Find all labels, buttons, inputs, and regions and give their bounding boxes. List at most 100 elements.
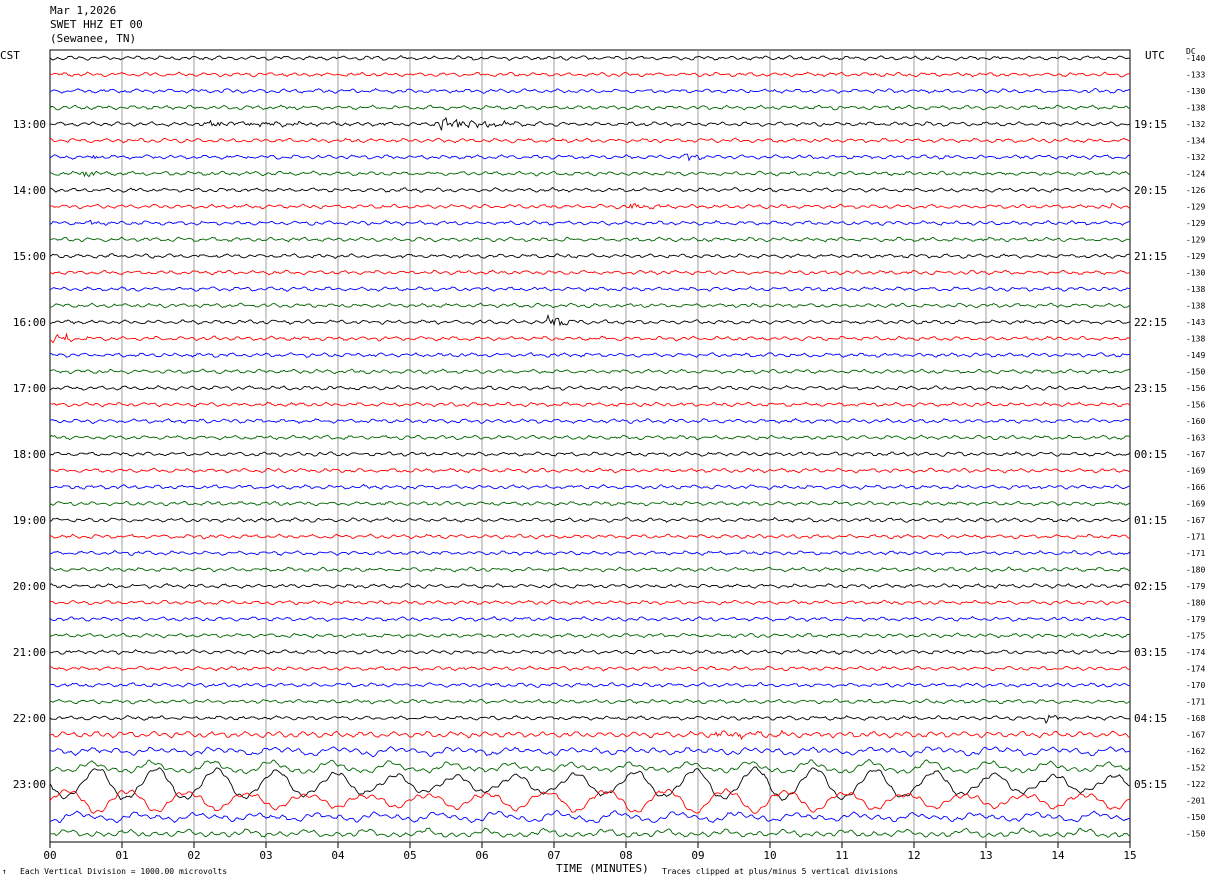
left-hour-label-21:00: 21:00 bbox=[13, 646, 46, 659]
trace-22 bbox=[49, 418, 1131, 424]
trace-28 bbox=[49, 517, 1131, 523]
dc-offset-14: -138 bbox=[1186, 285, 1205, 294]
trace-47 bbox=[49, 827, 1131, 838]
dc-offset-24: -167 bbox=[1186, 450, 1205, 459]
dc-offset-13: -130 bbox=[1186, 269, 1205, 278]
trace-4 bbox=[49, 117, 1131, 131]
dc-offset-21: -156 bbox=[1186, 401, 1205, 410]
scale-note: Each Vertical Division = 1000.00 microvo… bbox=[20, 867, 228, 876]
dc-offset-36: -174 bbox=[1186, 648, 1205, 657]
x-tick-label-12: 12 bbox=[907, 849, 920, 862]
dc-offset-46: -150 bbox=[1186, 813, 1205, 822]
dc-offset-30: -171 bbox=[1186, 549, 1205, 558]
trace-33 bbox=[49, 599, 1131, 606]
trace-36 bbox=[49, 649, 1131, 656]
dc-offset-31: -180 bbox=[1186, 566, 1205, 575]
right-hour-label-03:15: 03:15 bbox=[1134, 646, 1167, 659]
dc-offset-29: -171 bbox=[1186, 533, 1205, 542]
trace-group bbox=[49, 55, 1131, 838]
trace-46 bbox=[49, 809, 1131, 824]
right-hour-label-22:15: 22:15 bbox=[1134, 316, 1167, 329]
trace-6 bbox=[49, 153, 1131, 162]
dc-offset-38: -170 bbox=[1186, 681, 1205, 690]
left-hour-label-15:00: 15:00 bbox=[13, 250, 46, 263]
trace-0 bbox=[49, 55, 1131, 61]
x-tick-label-10: 10 bbox=[763, 849, 776, 862]
station-location: (Sewanee, TN) bbox=[50, 32, 137, 45]
dc-offset-2: -130 bbox=[1186, 87, 1205, 96]
trace-34 bbox=[49, 616, 1131, 622]
trace-5 bbox=[49, 137, 1131, 144]
dc-offset-23: -163 bbox=[1186, 434, 1205, 443]
dc-offset-15: -138 bbox=[1186, 302, 1205, 311]
dc-offset-18: -149 bbox=[1186, 351, 1205, 360]
dc-offset-12: -129 bbox=[1186, 252, 1205, 261]
left-hour-label-18:00: 18:00 bbox=[13, 448, 46, 461]
dc-offset-9: -129 bbox=[1186, 203, 1205, 212]
trace-32 bbox=[49, 583, 1131, 590]
trace-14 bbox=[49, 285, 1131, 292]
dc-offset-16: -143 bbox=[1186, 318, 1205, 327]
scale-mark: ↑ bbox=[2, 867, 7, 876]
dc-offset-25: -169 bbox=[1186, 467, 1205, 476]
trace-16 bbox=[49, 313, 1131, 327]
trace-10 bbox=[49, 219, 1131, 226]
trace-8 bbox=[49, 187, 1131, 193]
minute-gridlines bbox=[121, 50, 1059, 842]
dc-offset-5: -134 bbox=[1186, 137, 1205, 146]
left-hour-label-22:00: 22:00 bbox=[13, 712, 46, 725]
left-timezone-label: CST bbox=[0, 49, 20, 62]
right-hour-label-23:15: 23:15 bbox=[1134, 382, 1167, 395]
right-hour-label-20:15: 20:15 bbox=[1134, 184, 1167, 197]
trace-40 bbox=[49, 714, 1131, 724]
dc-offset-20: -156 bbox=[1186, 384, 1205, 393]
dc-offset-47: -150 bbox=[1186, 830, 1205, 839]
x-tick-label-03: 03 bbox=[259, 849, 272, 862]
dc-offset-35: -175 bbox=[1186, 632, 1205, 641]
trace-12 bbox=[49, 253, 1131, 259]
dc-offset-27: -169 bbox=[1186, 500, 1205, 509]
x-axis-title: TIME (MINUTES) bbox=[556, 862, 649, 875]
trace-26 bbox=[49, 483, 1130, 490]
dc-offset-7: -124 bbox=[1186, 170, 1205, 179]
right-hour-label-00:15: 00:15 bbox=[1134, 448, 1167, 461]
dc-offset-42: -162 bbox=[1186, 747, 1205, 756]
dc-offset-19: -150 bbox=[1186, 368, 1205, 377]
x-tick-label-02: 02 bbox=[187, 849, 200, 862]
trace-13 bbox=[49, 269, 1131, 276]
x-tick-label-08: 08 bbox=[619, 849, 632, 862]
trace-11 bbox=[49, 236, 1131, 243]
trace-41 bbox=[49, 729, 1131, 741]
trace-18 bbox=[49, 352, 1131, 358]
x-tick-label-11: 11 bbox=[835, 849, 848, 862]
right-hour-label-02:15: 02:15 bbox=[1134, 580, 1167, 593]
station-code: SWET HHZ ET 00 bbox=[50, 18, 143, 31]
right-timezone-label: UTC bbox=[1145, 49, 1165, 62]
dc-offset-43: -152 bbox=[1186, 764, 1205, 773]
x-tick-label-01: 01 bbox=[115, 849, 128, 862]
right-hour-label-01:15: 01:15 bbox=[1134, 514, 1167, 527]
dc-offset-32: -179 bbox=[1186, 582, 1205, 591]
left-hour-label-16:00: 16:00 bbox=[13, 316, 46, 329]
clip-note: Traces clipped at plus/minus 5 vertical … bbox=[662, 867, 899, 876]
x-tick-label-07: 07 bbox=[547, 849, 560, 862]
trace-45 bbox=[49, 788, 1131, 814]
trace-24 bbox=[49, 451, 1131, 457]
dc-offset-45: -201 bbox=[1186, 797, 1205, 806]
dc-offset-6: -132 bbox=[1186, 153, 1205, 162]
trace-31 bbox=[49, 566, 1131, 573]
x-tick-label-05: 05 bbox=[403, 849, 416, 862]
trace-29 bbox=[49, 533, 1131, 540]
x-tick-label-06: 06 bbox=[475, 849, 488, 862]
x-axis-ticks: 00 01 02 03 04 05 06 07 08 09 10 11 12 13 14 15 bbox=[43, 842, 1137, 862]
trace-37 bbox=[49, 665, 1130, 672]
x-tick-label-13: 13 bbox=[979, 849, 992, 862]
left-hour-label-14:00: 14:00 bbox=[13, 184, 46, 197]
dc-offset-22: -160 bbox=[1186, 417, 1205, 426]
trace-23 bbox=[49, 434, 1131, 441]
trace-2 bbox=[50, 88, 1131, 94]
trace-25 bbox=[49, 467, 1131, 474]
dc-offset-33: -180 bbox=[1186, 599, 1205, 608]
chart-date: Mar 1,2026 bbox=[50, 4, 117, 17]
dc-offset-44: -122 bbox=[1186, 780, 1205, 789]
